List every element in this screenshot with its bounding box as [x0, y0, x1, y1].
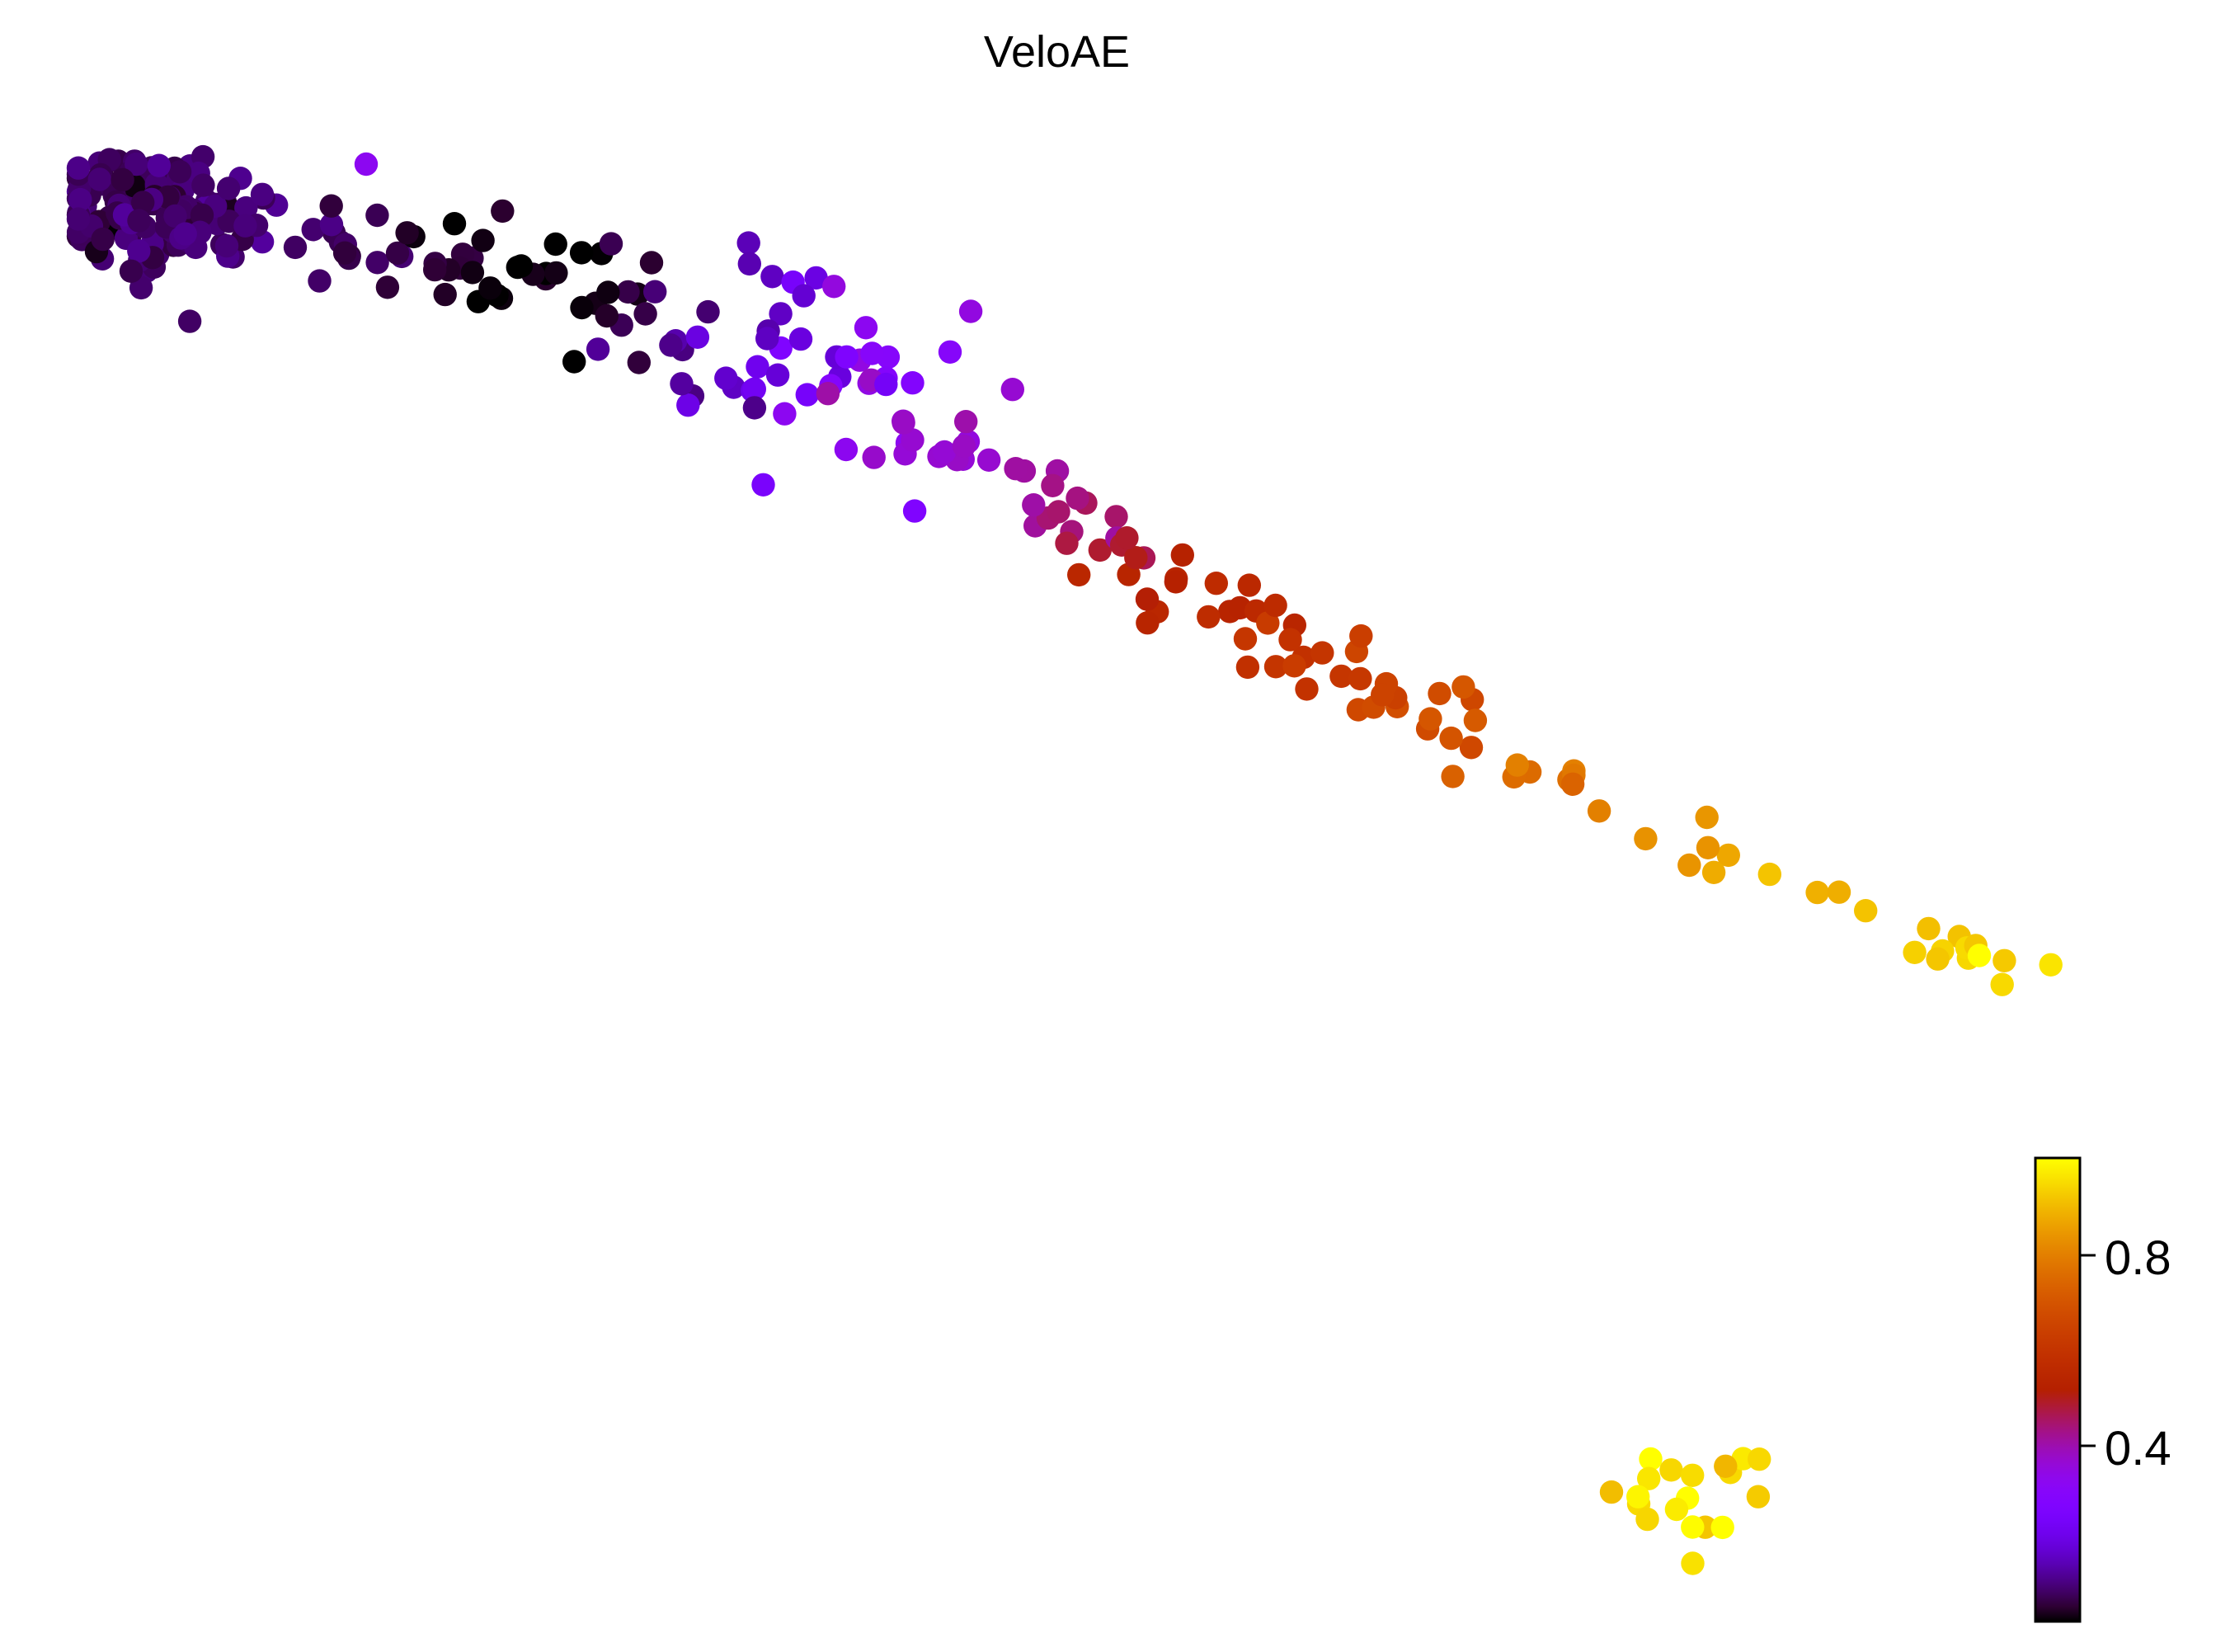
svg-text:0.4: 0.4 — [2105, 1422, 2171, 1476]
svg-text:0.8: 0.8 — [2105, 1231, 2171, 1285]
